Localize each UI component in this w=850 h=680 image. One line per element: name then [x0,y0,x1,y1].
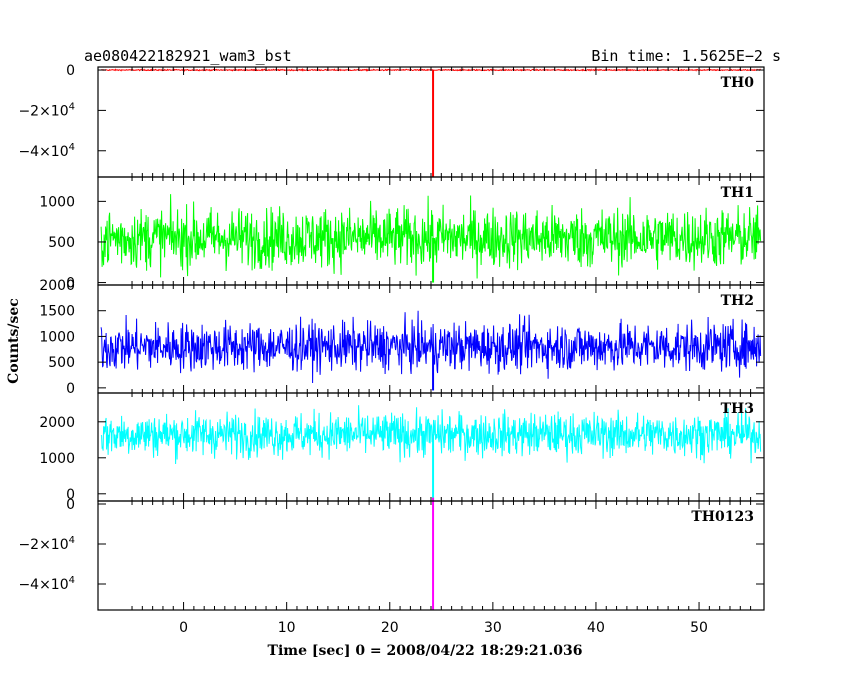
xtick-label: 50 [690,620,708,636]
ytick-label-th1: 1000 [39,194,75,210]
ytick-label-th3: 0 [66,487,75,503]
panel-label-th0: TH0 [721,75,755,91]
ytick-label-th2: 1500 [39,304,75,320]
panel-label-th3: TH3 [721,401,754,417]
xtick-label: 30 [484,620,502,636]
panel-label-th1: TH1 [721,185,754,201]
xtick-label: 10 [278,620,296,636]
xtick-label: 0 [179,620,188,636]
ytick-label-th1: 0 [66,276,75,292]
panel-frame-th0123 [97,500,765,611]
ytick-label-th0: 0 [66,63,75,79]
panel-frame-th0 [97,66,765,178]
xtick-label: 40 [587,620,605,636]
xtick-label: 20 [381,620,399,636]
ytick-label-th3: 1000 [39,451,75,467]
trace-th1 [100,194,762,279]
y-axis-label: Counts/sec [6,298,22,384]
ytick-label-th2: 1000 [39,329,75,345]
panel-label-th2: TH2 [721,293,754,309]
chart-title: ae080422182921_wam3_bst [84,47,292,65]
trace-th2 [100,310,762,384]
ytick-label-th1: 500 [48,235,75,251]
ytick-label-th2: 2000 [39,278,75,294]
ytick-label-th2: 0 [66,381,75,397]
ytick-label-th0: −2×104 [18,101,75,119]
ytick-label-th0123: 0 [66,497,75,513]
ytick-label-th0123: −4×104 [18,575,75,593]
trace-th3 [100,405,762,465]
chart-subtitle: Bin time: 1.5625E−2 s [591,47,781,65]
ytick-label-th0: −4×104 [18,142,75,160]
x-axis-label: Time [sec] 0 = 2008/04/22 18:29:21.036 [268,643,583,659]
ytick-label-th0123: −2×104 [18,535,75,553]
panel-label-th0123: TH0123 [691,509,754,525]
ytick-label-th2: 500 [48,355,75,371]
ytick-label-th3: 2000 [39,415,75,431]
